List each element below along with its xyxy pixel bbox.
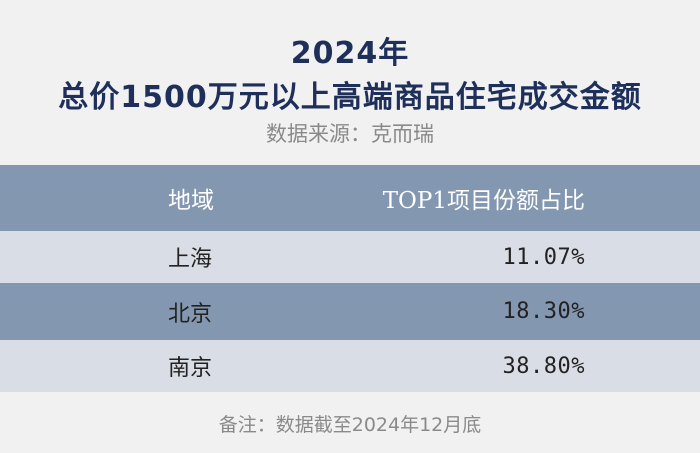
share-cell: 11.07% <box>502 244 585 270</box>
data-table: 地域 TOP1项目份额占比 上海 11.07% 北京 18.30% 南京 38.… <box>0 165 700 392</box>
table-row: 上海 11.07% <box>0 231 700 283</box>
region-cell: 上海 <box>168 247 213 272</box>
source-text: 数据来源：克而瑞 <box>266 122 434 146</box>
column-header-region: 地域 <box>168 188 214 214</box>
column-header-share: TOP1项目份额占比 <box>382 188 585 214</box>
share-cell: 38.80% <box>502 353 585 379</box>
title-line-2: 总价1500万元以上高端商品住宅成交金额 <box>58 80 642 115</box>
table-row: 南京 38.80% <box>0 340 700 392</box>
title-line-1: 2024年 <box>290 36 410 71</box>
footnote: 备注：数据截至2024年12月底 <box>218 414 482 436</box>
table-header-row: 地域 TOP1项目份额占比 <box>0 165 700 231</box>
table-row: 北京 18.30% <box>0 283 700 340</box>
region-cell: 南京 <box>168 356 213 381</box>
share-cell: 18.30% <box>502 299 585 324</box>
region-cell: 北京 <box>168 301 213 327</box>
